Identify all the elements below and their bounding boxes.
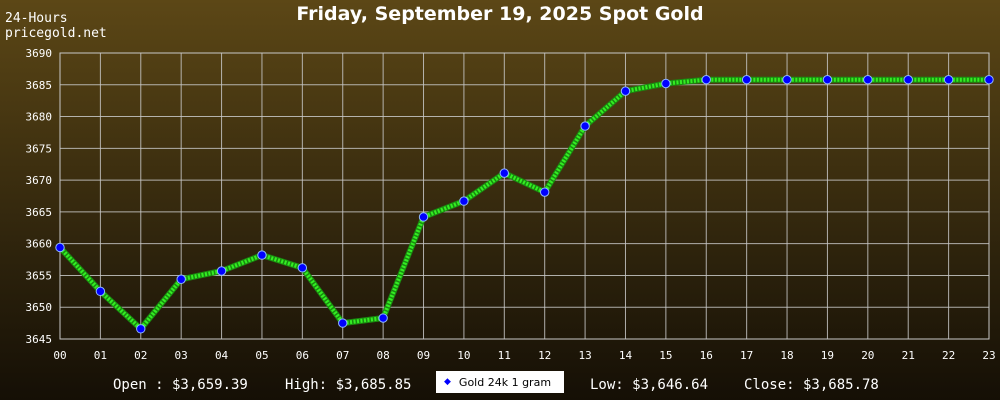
data-point <box>822 74 833 85</box>
data-point <box>863 74 873 85</box>
data-point <box>297 263 308 273</box>
x-tick-label: 08 <box>377 349 390 362</box>
x-tick-label: 10 <box>457 349 470 362</box>
x-tick-label: 20 <box>861 349 874 362</box>
x-tick-label: 14 <box>619 349 633 362</box>
y-tick-label: 3690 <box>26 47 53 60</box>
x-tick-label: 13 <box>578 349 591 362</box>
y-tick-label: 3680 <box>26 111 53 124</box>
data-point <box>95 286 106 297</box>
x-tick-label: 01 <box>94 349 107 362</box>
legend-marker-icon: ◆ <box>444 377 451 387</box>
x-tick-label: 16 <box>700 349 713 362</box>
low-stat: Low: $3,646.64 <box>590 377 709 393</box>
axes: 3645 3650 3655 3660 3665 3670 3675 3680 3685 3690… <box>26 47 996 362</box>
y-tick-label: 3685 <box>26 79 53 92</box>
y-tick-label: 3655 <box>26 269 53 282</box>
series-line-shadow <box>57 76 992 332</box>
data-point <box>539 187 550 197</box>
data-point <box>499 168 510 178</box>
legend: ◆ Gold 24k 1 gram <box>436 371 564 393</box>
x-tick-label: 15 <box>659 349 672 362</box>
x-tick-label: 18 <box>780 349 793 362</box>
series-line <box>58 77 989 331</box>
x-tick-label: 03 <box>175 349 188 362</box>
x-tick-label: 19 <box>821 349 834 362</box>
close-stat: Close: $3,685.78 <box>744 377 879 393</box>
x-tick-label: 07 <box>336 349 349 362</box>
y-tick-label: 3675 <box>26 142 53 155</box>
data-point <box>741 74 752 85</box>
legend-label: Gold 24k 1 gram <box>458 375 552 389</box>
y-tick-label: 3645 <box>26 333 53 346</box>
data-point <box>943 74 954 85</box>
x-tick-label: 04 <box>215 349 229 362</box>
data-point <box>903 74 913 85</box>
x-tick-label: 17 <box>740 349 753 362</box>
data-point <box>338 318 348 328</box>
data-point <box>661 78 671 89</box>
y-tick-label: 3665 <box>26 206 53 219</box>
data-point <box>176 274 186 284</box>
data-point <box>984 74 994 85</box>
grid <box>59 52 990 340</box>
high-stat: High: $3,685.85 <box>285 377 412 393</box>
data-point <box>782 74 792 85</box>
range-label: 24-Hours <box>5 11 68 26</box>
data-point <box>257 250 267 260</box>
data-point <box>216 266 227 276</box>
x-tick-label: 06 <box>296 349 309 362</box>
data-point <box>701 74 711 85</box>
x-tick-label: 00 <box>53 349 66 362</box>
open-stat: Open : $3,659.39 <box>113 377 248 393</box>
y-tick-label: 3650 <box>26 301 53 314</box>
x-tick-label: 22 <box>942 349 955 362</box>
data-point <box>378 313 388 323</box>
x-tick-label: 23 <box>982 349 995 362</box>
data-point <box>136 324 146 334</box>
x-tick-label: 12 <box>538 349 551 362</box>
x-tick-label: 02 <box>134 349 147 362</box>
x-tick-label: 05 <box>255 349 268 362</box>
x-tick-label: 21 <box>902 349 915 362</box>
data-point <box>580 121 590 131</box>
y-tick-label: 3670 <box>26 174 53 187</box>
data-point <box>55 242 65 253</box>
data-point <box>418 212 429 222</box>
data-point <box>459 196 469 206</box>
chart-title: Friday, September 19, 2025 Spot Gold <box>296 3 704 25</box>
x-tick-label: 09 <box>417 349 430 362</box>
data-point <box>620 86 631 96</box>
series-gold <box>55 74 994 334</box>
y-tick-label: 3660 <box>26 238 53 251</box>
plot-area <box>59 52 990 340</box>
site-label: pricegold.net <box>5 26 107 41</box>
x-tick-label: 11 <box>498 349 511 362</box>
